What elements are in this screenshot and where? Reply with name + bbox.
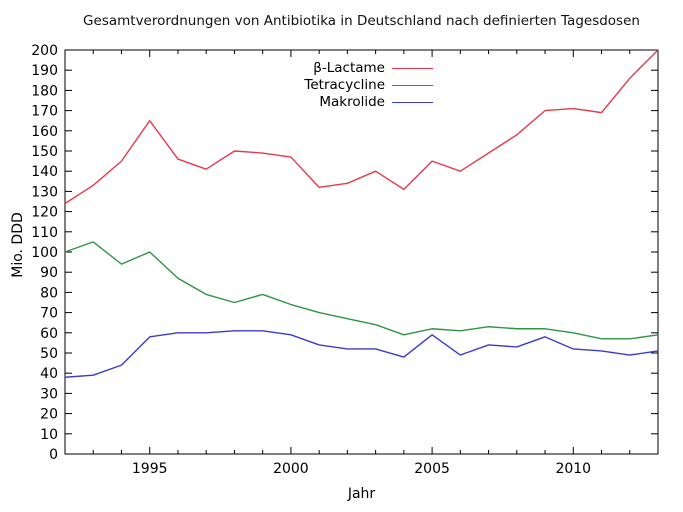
x-tick-label: 1995 (132, 461, 168, 477)
y-tick-label: 170 (31, 104, 58, 120)
series-line-Makrolide (64, 330, 659, 378)
y-tick-label: 150 (31, 144, 58, 160)
y-tick-label: 20 (40, 407, 58, 423)
x-tick-label: 2005 (414, 461, 450, 477)
legend-item-label: Tetracycline (304, 77, 385, 93)
y-tick-label: 200 (31, 43, 58, 59)
x-tick-label: 2010 (555, 461, 591, 477)
y-tick-label: 180 (31, 83, 58, 99)
legend-item-tetracycline: Tetracycline (230, 77, 433, 94)
x-axis-label: Jahr (347, 486, 376, 502)
legend-item-makrolide: Makrolide (230, 94, 433, 111)
legend: β-Lactame Tetracycline Makrolide (230, 60, 433, 111)
y-axis-label: Mio. DDD (10, 212, 26, 278)
legend-line-sample (392, 68, 433, 69)
y-tick-label: 190 (31, 63, 58, 79)
y-tick-label: 120 (31, 205, 58, 221)
y-tick-label: 50 (40, 346, 58, 362)
y-tick-label: 100 (31, 245, 58, 261)
chart-title: Gesamtverordnungen von Antibiotika in De… (83, 13, 640, 29)
y-tick-label: 40 (40, 366, 58, 382)
y-tick-label: 10 (40, 427, 58, 443)
y-tick-label: 160 (31, 124, 58, 140)
legend-item-label: Makrolide (319, 94, 385, 110)
y-tick-label: 60 (40, 326, 58, 342)
y-tick-label: 110 (31, 225, 58, 241)
legend-item-beta-lactame: β-Lactame (230, 60, 433, 77)
series-line-β-Lactame (64, 49, 659, 205)
y-tick-label: 0 (49, 447, 58, 463)
y-tick-label: 30 (40, 386, 58, 402)
y-tick-label: 90 (40, 265, 58, 281)
legend-item-label: β-Lactame (313, 60, 385, 76)
legend-line-sample (392, 85, 433, 86)
y-tick-label: 80 (40, 285, 58, 301)
x-tick-label: 2000 (273, 461, 309, 477)
y-tick-label: 130 (31, 184, 58, 200)
series-line-Tetracycline (64, 241, 659, 340)
legend-line-sample (392, 102, 433, 103)
y-tick-label: 140 (31, 164, 58, 180)
y-tick-label: 70 (40, 306, 58, 322)
